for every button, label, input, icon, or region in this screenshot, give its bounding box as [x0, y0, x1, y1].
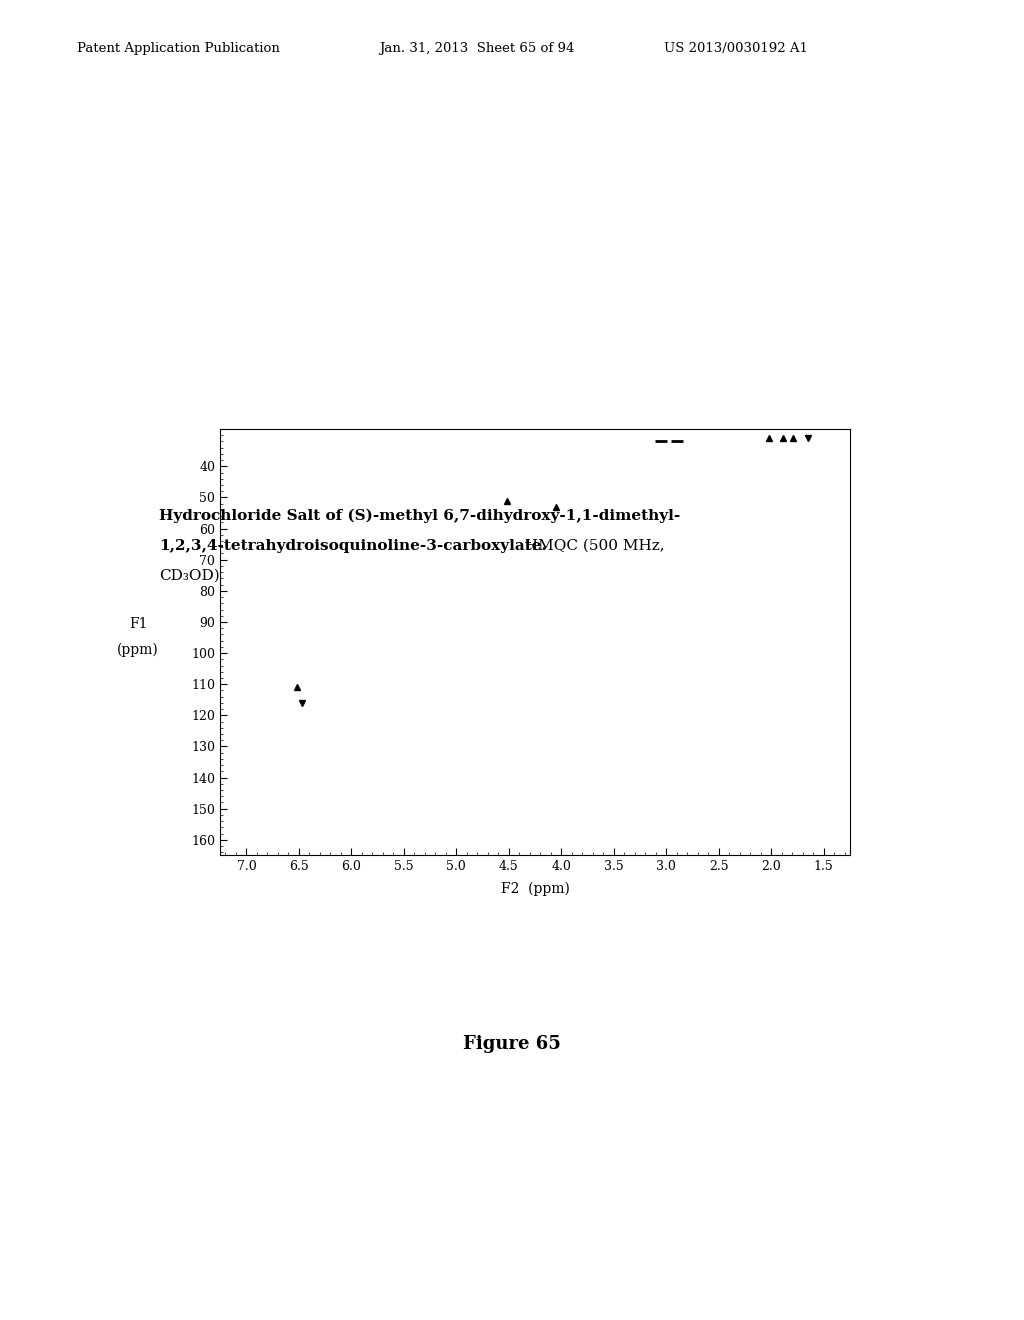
X-axis label: F2  (ppm): F2 (ppm) [501, 882, 569, 896]
Text: Jan. 31, 2013  Sheet 65 of 94: Jan. 31, 2013 Sheet 65 of 94 [379, 42, 574, 55]
Text: US 2013/0030192 A1: US 2013/0030192 A1 [664, 42, 808, 55]
Text: Patent Application Publication: Patent Application Publication [77, 42, 280, 55]
Text: CD₃OD): CD₃OD) [159, 569, 219, 583]
Text: 1,2,3,4-tetrahydroisoquinoline-3-carboxylate.: 1,2,3,4-tetrahydroisoquinoline-3-carboxy… [159, 539, 547, 553]
Text: (ppm): (ppm) [118, 643, 159, 656]
Text: HMQC (500 MHz,: HMQC (500 MHz, [520, 539, 665, 553]
Text: Hydrochloride Salt of (S)-methyl 6,7-dihydroxy-1,1-dimethyl-: Hydrochloride Salt of (S)-methyl 6,7-dih… [159, 508, 680, 523]
Text: F1: F1 [129, 618, 147, 631]
Text: Figure 65: Figure 65 [463, 1035, 561, 1053]
